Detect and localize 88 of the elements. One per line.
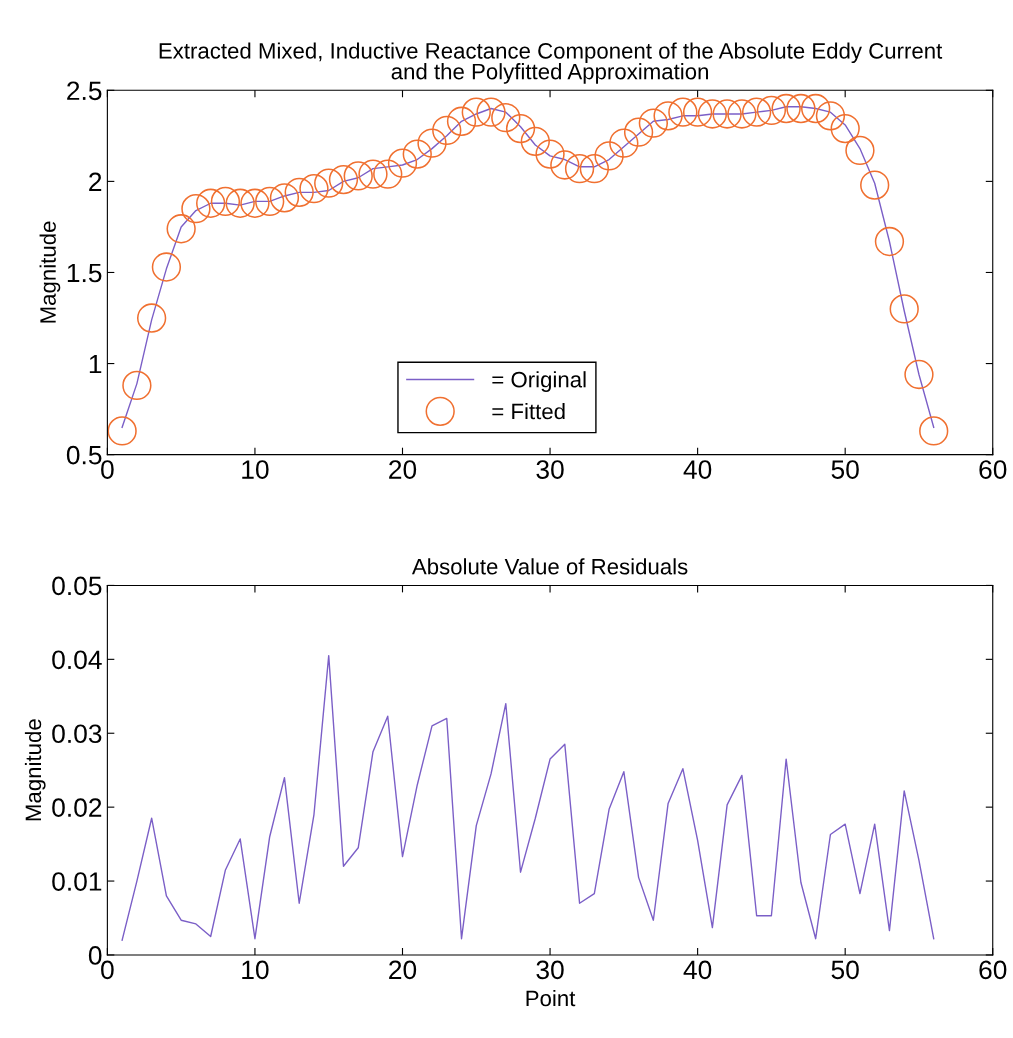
point xyxy=(269,183,300,213)
point xyxy=(151,252,182,282)
point xyxy=(328,164,359,195)
point xyxy=(387,148,418,178)
x-tick-label: 0 xyxy=(101,460,114,479)
x-tick-label: 10 xyxy=(242,960,269,980)
point xyxy=(358,159,388,189)
x-tick-label: 10 xyxy=(242,460,269,479)
x-tick-label: 40 xyxy=(683,960,712,980)
point xyxy=(225,188,255,218)
point xyxy=(904,359,934,390)
y-tick-label: 2 xyxy=(89,172,102,191)
y-tick-label: 0.04 xyxy=(52,650,102,670)
point xyxy=(255,186,285,217)
point xyxy=(727,99,757,129)
point xyxy=(756,95,787,125)
point xyxy=(520,126,550,156)
point xyxy=(668,97,698,127)
point xyxy=(638,108,669,138)
point xyxy=(771,93,801,124)
point xyxy=(122,370,152,401)
x-tick-label: 30 xyxy=(536,960,564,980)
point xyxy=(919,416,949,446)
point xyxy=(446,106,477,136)
chart-title: Absolute Value of Residuals xyxy=(411,558,688,575)
point xyxy=(373,159,403,189)
point xyxy=(402,139,432,169)
point xyxy=(874,226,905,257)
y-tick-label: 0.05 xyxy=(52,576,102,596)
x-tick-label: 20 xyxy=(389,460,417,479)
x-tick-label: 30 xyxy=(536,460,564,479)
point xyxy=(594,141,624,171)
point xyxy=(623,117,654,147)
point xyxy=(284,177,314,207)
chart-title: Extracted Mixed, Inductive Reactance Component of the Absolute Eddy Current and the Polyfitted Approximation xyxy=(159,42,943,84)
point xyxy=(697,99,728,129)
x-axis-title: Point xyxy=(526,989,576,1007)
point xyxy=(107,416,137,446)
point xyxy=(550,150,580,180)
point xyxy=(343,161,373,191)
point xyxy=(845,135,875,166)
point xyxy=(166,214,196,244)
point xyxy=(240,188,270,218)
point xyxy=(786,93,816,124)
point xyxy=(682,97,713,127)
point xyxy=(860,170,890,200)
point xyxy=(299,174,329,204)
y-tick-label: 0 xyxy=(88,946,102,965)
x-tick-label: 60 xyxy=(979,460,1007,479)
point xyxy=(181,194,211,224)
point xyxy=(889,294,919,324)
point xyxy=(579,153,609,184)
x-tick-label: 50 xyxy=(831,960,859,980)
x-tick-label: 50 xyxy=(831,460,859,479)
point xyxy=(314,168,344,198)
x-tick-label: 40 xyxy=(683,460,712,479)
y-tick-label: 0.02 xyxy=(52,798,102,817)
legend-label: = Original xyxy=(492,371,586,392)
y-tick-label: 1.5 xyxy=(67,263,102,283)
legend-label: = Fitted xyxy=(492,403,565,420)
y-tick-label: 1 xyxy=(89,354,102,374)
x-tick-label: 20 xyxy=(389,960,417,980)
point xyxy=(136,303,167,333)
point xyxy=(210,186,241,217)
point xyxy=(741,97,772,127)
point xyxy=(609,128,639,158)
y-tick-label: 0.01 xyxy=(52,872,102,891)
y-tick-label: 2.5 xyxy=(67,81,102,101)
point xyxy=(491,102,521,133)
y-axis-title: Magnitude xyxy=(39,221,61,323)
x-tick-label: 60 xyxy=(979,960,1007,980)
point xyxy=(712,99,742,129)
y-tick-label: 0.5 xyxy=(66,445,102,465)
point xyxy=(196,188,226,218)
point xyxy=(653,101,683,131)
point xyxy=(476,97,506,127)
point xyxy=(417,128,447,158)
point xyxy=(535,139,565,169)
point xyxy=(815,101,846,131)
point xyxy=(830,113,860,144)
y-axis-title: Magnitude xyxy=(24,719,46,821)
point xyxy=(432,115,462,146)
point xyxy=(505,113,536,144)
y-tick-label: 0.03 xyxy=(52,724,102,744)
point xyxy=(461,97,491,127)
point xyxy=(564,153,595,184)
point xyxy=(801,93,831,124)
line-series xyxy=(121,654,935,941)
